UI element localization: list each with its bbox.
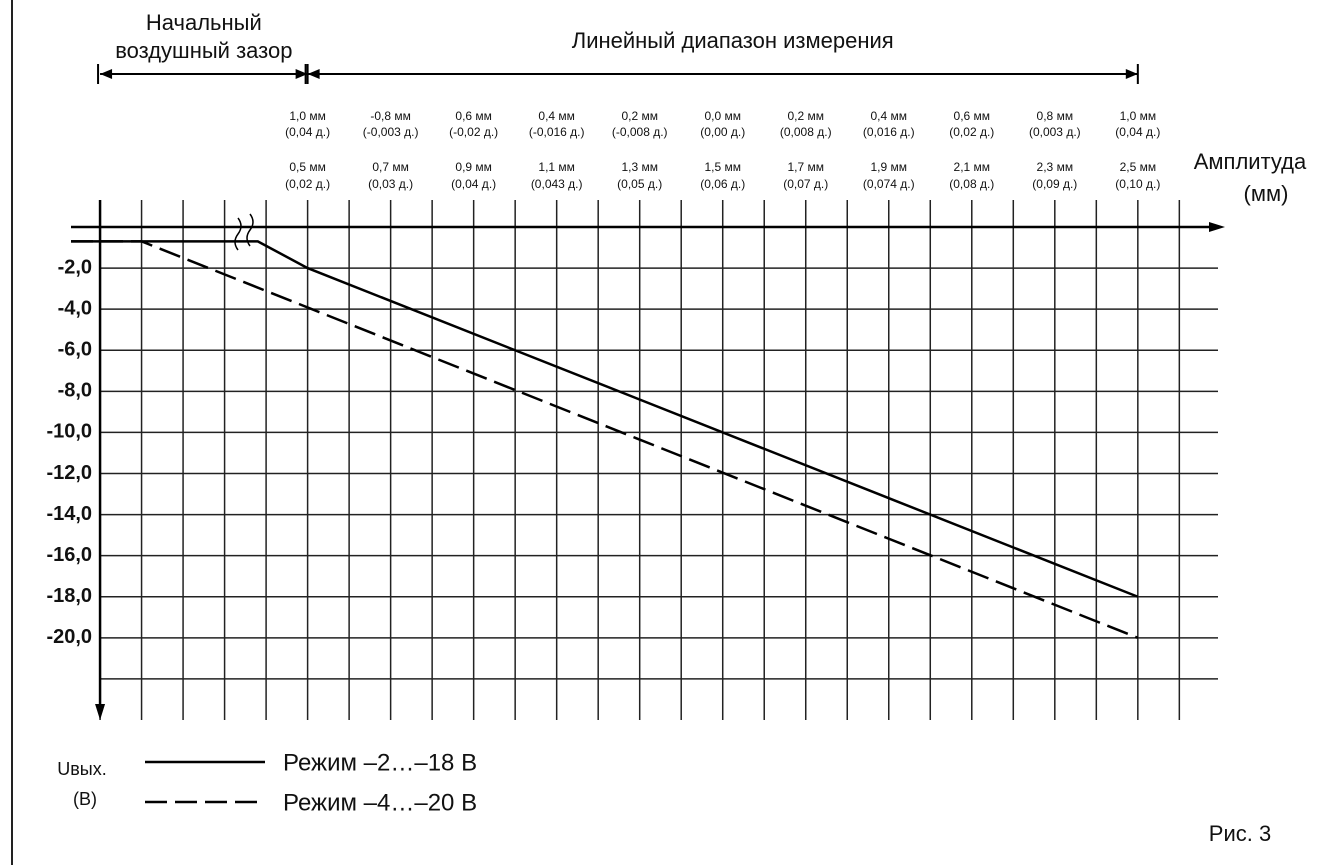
- x-tick-sublabel: (0,043 д.): [531, 177, 583, 191]
- x-tick-top-label: 0,6 мм: [954, 109, 991, 123]
- x-tick-top-label: 0,8 мм: [1037, 109, 1074, 123]
- line-series: [71, 240, 1139, 598]
- x-tick-label: 1,5 мм: [704, 160, 741, 174]
- range-label: воздушный зазор: [115, 38, 292, 63]
- x-tick-label: 2,3 мм: [1037, 160, 1074, 174]
- legend-label: Режим –4…–20 В: [283, 789, 477, 816]
- y-axis-label: (В): [73, 789, 97, 809]
- x-tick-top-label: 0,4 мм: [871, 109, 908, 123]
- y-tick-label: -8,0: [58, 380, 92, 402]
- x-tick-label: 0,7 мм: [372, 160, 409, 174]
- x-tick-top-sublabel: (-0,02 д.): [449, 125, 498, 139]
- x-tick-sublabel: (0,07 д.): [783, 177, 828, 191]
- break-symbol: [234, 213, 254, 251]
- legend-label: Режим –2…–18 В: [283, 749, 477, 776]
- range-arrow: [100, 69, 113, 79]
- x-tick-label: 1,1 мм: [538, 160, 575, 174]
- y-axis-label: Uвых.: [57, 759, 107, 779]
- x-tick-top-label: 0,4 мм: [538, 109, 575, 123]
- x-tick-top-sublabel: (-0,016 д.): [529, 125, 585, 139]
- x-tick-label: 0,9 мм: [455, 160, 492, 174]
- x-tick-sublabel: (0,06 д.): [700, 177, 745, 191]
- x-axis-label: (мм): [1244, 181, 1289, 206]
- x-tick-label: 0,5 мм: [289, 160, 326, 174]
- range-label: Линейный диапазон измерения: [572, 28, 894, 53]
- y-axis-arrow: [95, 704, 106, 720]
- x-tick-sublabel: (0,10 д.): [1115, 177, 1160, 191]
- x-tick-top-sublabel: (0,016 д.): [863, 125, 915, 139]
- range-arrow: [307, 69, 320, 79]
- x-tick-sublabel: (0,05 д.): [617, 177, 662, 191]
- x-tick-top-sublabel: (-0,008 д.): [612, 125, 668, 139]
- x-tick-label: 1,9 мм: [871, 160, 908, 174]
- x-tick-top-label: 1,0 мм: [289, 109, 326, 123]
- x-tick-top-label: 0,6 мм: [455, 109, 492, 123]
- x-tick-label: 2,1 мм: [954, 160, 991, 174]
- y-tick-label: -4,0: [58, 297, 92, 319]
- y-tick-label: -20,0: [46, 626, 92, 648]
- x-tick-top-label: 0,0 мм: [704, 109, 741, 123]
- x-tick-sublabel: (0,074 д.): [863, 177, 915, 191]
- x-tick-sublabel: (0,09 д.): [1032, 177, 1077, 191]
- x-tick-top-sublabel: (0,003 д.): [1029, 125, 1081, 139]
- y-tick-label: -16,0: [46, 544, 92, 566]
- x-tick-label: 1,3 мм: [621, 160, 658, 174]
- x-tick-top-label: 1,0 мм: [1120, 109, 1157, 123]
- x-tick-top-sublabel: (0,008 д.): [780, 125, 832, 139]
- figure-caption: Рис. 3: [1209, 821, 1271, 846]
- x-tick-label: 1,7 мм: [787, 160, 824, 174]
- x-tick-top-sublabel: (0,02 д.): [949, 125, 994, 139]
- x-tick-sublabel: (0,02 д.): [285, 177, 330, 191]
- x-tick-sublabel: (0,03 д.): [368, 177, 413, 191]
- x-tick-sublabel: (0,04 д.): [451, 177, 496, 191]
- line-series: [71, 240, 1139, 639]
- x-tick-top-label: 0,2 мм: [787, 109, 824, 123]
- range-arrow: [295, 69, 308, 79]
- y-tick-label: -14,0: [46, 503, 92, 525]
- x-tick-top-sublabel: (-0,003 д.): [363, 125, 419, 139]
- x-tick-label: 2,5 мм: [1120, 160, 1157, 174]
- range-arrow: [1125, 69, 1138, 79]
- y-tick-label: -2,0: [58, 256, 92, 278]
- x-tick-sublabel: (0,08 д.): [949, 177, 994, 191]
- x-tick-top-sublabel: (0,04 д.): [1115, 125, 1160, 139]
- x-axis-label: Амплитуда: [1194, 149, 1307, 174]
- range-label: Начальный: [146, 10, 262, 35]
- x-tick-top-label: 0,2 мм: [621, 109, 658, 123]
- y-tick-label: -18,0: [46, 585, 92, 607]
- x-tick-top-sublabel: (0,04 д.): [285, 125, 330, 139]
- y-tick-label: -6,0: [58, 339, 92, 361]
- y-tick-label: -12,0: [46, 462, 92, 484]
- x-tick-top-label: -0,8 мм: [370, 109, 411, 123]
- x-axis-arrow: [1209, 222, 1225, 232]
- x-tick-top-sublabel: (0,00 д.): [700, 125, 745, 139]
- y-tick-label: -10,0: [46, 421, 92, 443]
